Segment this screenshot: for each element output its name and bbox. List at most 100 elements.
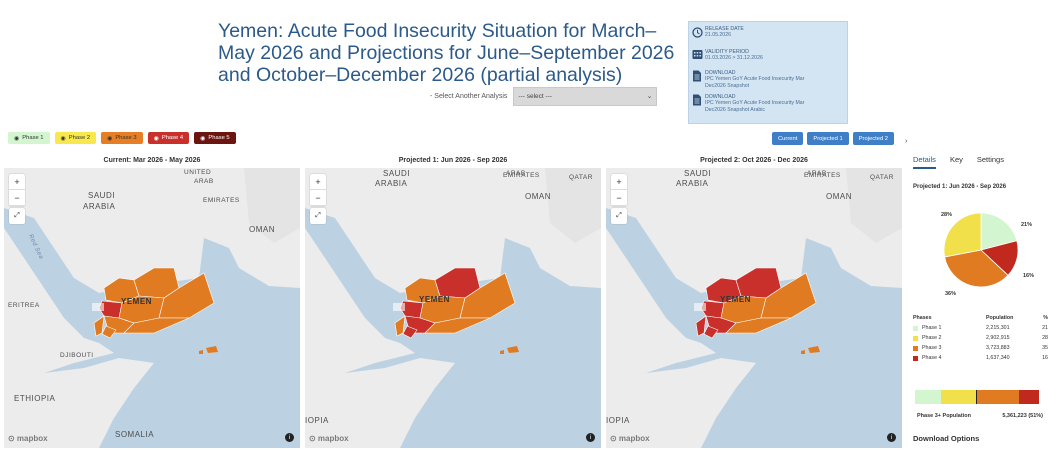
- table-row: Phase 3 3,723,883 35: [913, 343, 1048, 353]
- phase-4-toggle[interactable]: ◉ Phase 4: [147, 132, 190, 144]
- label-uae-2: ARAB: [194, 178, 214, 185]
- zoom-in-icon[interactable]: +: [9, 174, 25, 190]
- zoom-control: + −: [9, 174, 25, 206]
- phase-5-toggle[interactable]: ◉ Phase 5: [194, 132, 236, 144]
- pie-label-phase-4: 16%: [1023, 273, 1035, 279]
- uae-land: [244, 168, 300, 243]
- mapbox-logo[interactable]: ⊙ mapbox: [8, 434, 48, 443]
- label-arabia: ARABIA: [83, 202, 116, 211]
- label-uae-2: ARAB: [506, 170, 526, 177]
- eye-icon: ◉: [200, 135, 206, 142]
- phase-swatch: [913, 355, 918, 361]
- uae-land: [846, 168, 902, 243]
- attribution-info-icon[interactable]: i: [586, 433, 595, 442]
- phase-legend: ◉ Phase 1 ◉ Phase 2 ◉ Phase 3 ◉ Phase 4 ◉ Pha…: [8, 132, 236, 144]
- fullscreen-icon[interactable]: ⤢: [9, 208, 25, 224]
- map-title-current: Current: Mar 2026 - May 2026: [103, 157, 201, 164]
- zoom-out-icon[interactable]: −: [611, 190, 627, 206]
- bar-segment-phase-4: [1019, 390, 1039, 404]
- label-yemen: YEMEN: [121, 297, 152, 306]
- pie-slice-phase-3[interactable]: [944, 249, 1009, 288]
- attribution-info-icon[interactable]: i: [887, 433, 896, 442]
- zoom-control: + −: [310, 174, 326, 206]
- current-button[interactable]: Current: [772, 132, 804, 145]
- page-title: Yemen: Acute Food Insecurity Situation f…: [218, 20, 675, 86]
- arabian-peninsula: [305, 168, 601, 293]
- label-saudi: SAUDI: [684, 169, 711, 178]
- phase-2-toggle[interactable]: ◉ Phase 2: [54, 132, 97, 144]
- phase3-population: Phase 3+ Population 5,361,223 (51%): [917, 413, 1043, 419]
- side-panel-title: Projected 1: Jun 2026 - Sep 2026: [913, 184, 1007, 190]
- download-snapshot-arabic[interactable]: DOWNLOAD IPC Yemen GoY Acute Food Insecu…: [693, 94, 804, 113]
- release-date: RELEASE DATE 21.05.2026: [692, 26, 744, 39]
- population-pie-chart: [943, 212, 1019, 288]
- zoom-in-icon[interactable]: +: [611, 174, 627, 190]
- label-uae-1: UNITED: [812, 168, 839, 169]
- eye-icon: ◉: [153, 135, 159, 142]
- map-current[interactable]: SAUDI ARABIA UNITED ARAB EMIRATES OMAN YEMEN ER…: [4, 168, 300, 448]
- mapbox-logo[interactable]: ⊙ mapbox: [610, 434, 650, 443]
- eye-icon: ◉: [14, 135, 20, 142]
- mapbox-logo[interactable]: ⊙ mapbox: [309, 434, 349, 443]
- yemen-governorates: [695, 267, 817, 339]
- pie-label-phase-2: 28%: [941, 212, 953, 218]
- attribution-info-icon[interactable]: i: [285, 433, 294, 442]
- label-ethiopia-short: IOPIA: [305, 416, 329, 425]
- tab-details[interactable]: Details: [913, 155, 936, 169]
- download-options-heading[interactable]: Download Options: [913, 434, 980, 443]
- phase-3-toggle[interactable]: ◉ Phase 3: [101, 132, 143, 144]
- label-uae-2: ARAB: [807, 170, 827, 177]
- bar-segment-phase-2: [941, 390, 976, 404]
- zoom-out-icon[interactable]: −: [9, 190, 25, 206]
- pie-label-phase-3: 36%: [945, 291, 957, 297]
- label-uae-3: EMIRATES: [203, 197, 240, 204]
- map-canvas: [305, 168, 601, 448]
- fullscreen-icon[interactable]: ⤢: [611, 208, 627, 224]
- label-saudi: SAUDI: [383, 169, 410, 178]
- horn-of-africa: [305, 228, 415, 383]
- table-header: Phases Population %: [913, 315, 1048, 321]
- yemen-governorates: [394, 267, 516, 339]
- phase-swatch: [913, 335, 918, 341]
- pie-slice-phase-1[interactable]: [980, 212, 1018, 251]
- document-icon: [693, 94, 701, 106]
- select-analysis-dropdown[interactable]: --- select --- ⌄: [513, 87, 658, 106]
- label-arabia: ARABIA: [676, 179, 709, 188]
- label-oman: OMAN: [525, 192, 551, 201]
- zoom-in-icon[interactable]: +: [310, 174, 326, 190]
- socotra-island: [206, 346, 218, 353]
- select-analysis-row: - Select Another Analysis --- select ---…: [430, 87, 658, 106]
- fullscreen-icon[interactable]: ⤢: [310, 208, 326, 224]
- label-oman: OMAN: [249, 225, 275, 234]
- zoom-out-icon[interactable]: −: [310, 190, 326, 206]
- uae-land: [545, 168, 601, 243]
- projected-2-button[interactable]: Projected 2: [852, 132, 894, 145]
- socotra-islet: [801, 350, 805, 354]
- projected-1-button[interactable]: Projected 1: [807, 132, 849, 145]
- phase-1-toggle[interactable]: ◉ Phase 1: [8, 132, 50, 144]
- document-icon: [693, 70, 701, 82]
- pie-slice-phase-2[interactable]: [943, 212, 982, 258]
- yemen-governorates: [93, 267, 215, 339]
- tab-settings[interactable]: Settings: [976, 155, 1004, 164]
- label-qatar: QATAR: [569, 174, 593, 181]
- table-row: Phase 1 2,215,301 21: [913, 323, 1048, 333]
- label-uae-1: UNITED: [511, 168, 538, 169]
- table-row: Phase 4 1,637,340 16: [913, 353, 1048, 363]
- download-snapshot[interactable]: DOWNLOAD IPC Yemen GoY Acute Food Insecu…: [693, 70, 804, 89]
- tab-key[interactable]: Key: [949, 155, 963, 164]
- phase-swatch: [913, 345, 918, 351]
- eye-icon: ◉: [107, 135, 113, 142]
- socotra-island: [808, 346, 820, 353]
- table-row: Phase 2 2,902,915 28: [913, 333, 1048, 343]
- bar-segment-phase-3: [975, 390, 1020, 404]
- side-tabs: Details Key Settings: [913, 155, 1004, 169]
- phase-swatch: [913, 325, 918, 331]
- bar-segment-phase-1: [915, 390, 942, 404]
- analysis-info-box: RELEASE DATE 21.05.2026 VALIDITY PERIOD …: [688, 21, 848, 124]
- collapse-panel-chevron-icon[interactable]: ›: [905, 138, 908, 145]
- label-yemen: YEMEN: [720, 295, 751, 304]
